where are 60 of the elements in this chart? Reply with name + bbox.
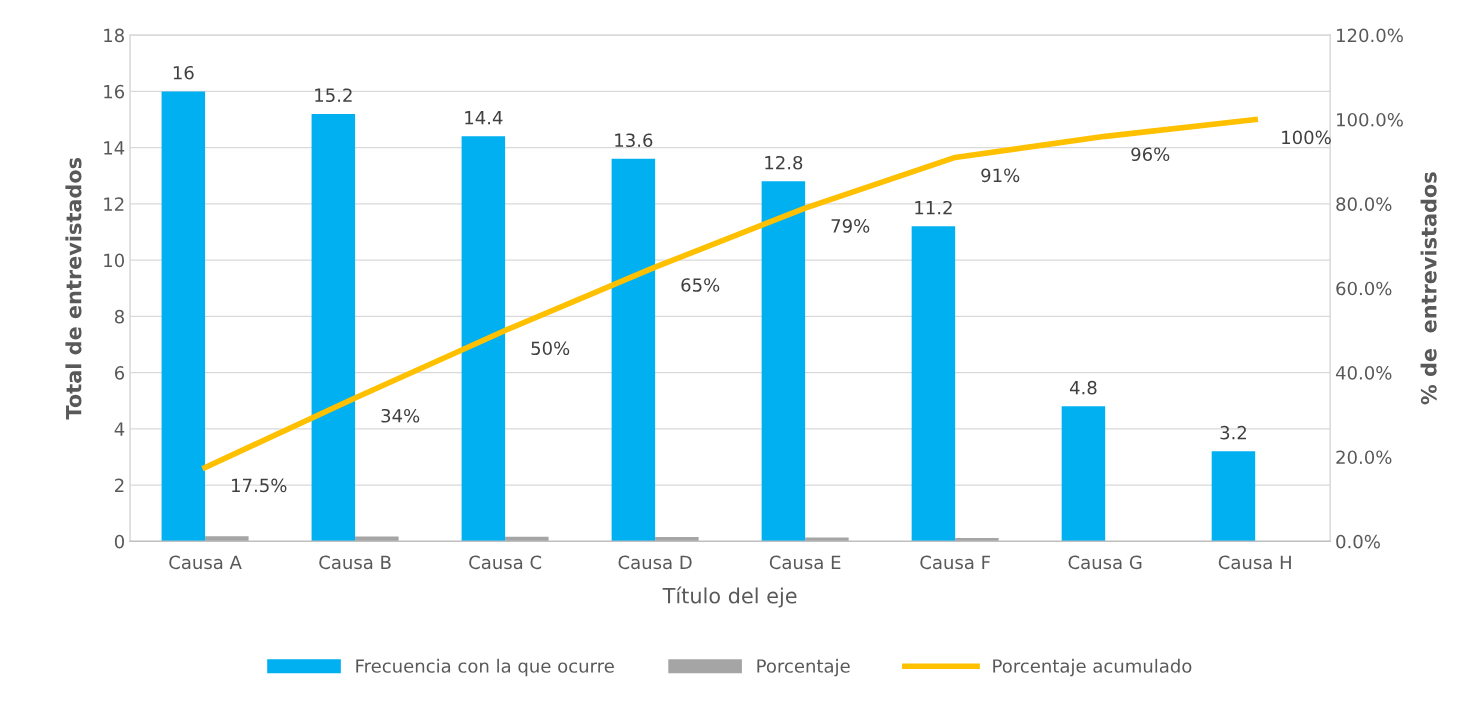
y-tick-label: 18 — [104, 28, 124, 43]
legend-label: Porcentaje — [757, 658, 850, 677]
data-label: 17.5% — [232, 478, 287, 493]
data-label: 15.2 — [315, 88, 352, 103]
x-tick-label: Causa C — [469, 555, 542, 570]
bar — [761, 181, 806, 542]
y-axis-title: Total de entrevistados — [65, 157, 82, 420]
data-label: 91% — [981, 168, 1020, 183]
y2-tick-label: 80.0% — [1336, 197, 1392, 211]
bar — [1061, 406, 1106, 542]
y-tick-label: 4 — [114, 422, 125, 436]
data-label: 14.4 — [465, 111, 503, 125]
y-tick-label: 2 — [115, 478, 124, 492]
y-tick-label: 10 — [104, 253, 124, 268]
data-label: 65% — [681, 278, 720, 292]
bar — [1211, 451, 1256, 542]
x-tick-label: Causa G — [1068, 555, 1142, 570]
y2-tick-label: 20.0% — [1336, 450, 1392, 465]
legend-label: Porcentaje acumulado — [993, 658, 1192, 677]
x-tick-label: Causa D — [618, 555, 692, 570]
y-tick-label: 14 — [104, 141, 125, 155]
y-tick-label: 16 — [104, 84, 125, 99]
bar — [955, 537, 999, 542]
y2-tick-label: 60.0% — [1336, 281, 1392, 296]
bar — [911, 226, 956, 542]
y-tick-label: 6 — [114, 366, 125, 380]
y2-tick-label: 100.0% — [1337, 112, 1403, 127]
data-label: 34% — [381, 408, 420, 423]
data-label: 50% — [531, 341, 570, 356]
data-label: 96% — [1131, 147, 1170, 162]
bar — [461, 136, 506, 542]
x-tick-label: Causa E — [769, 555, 841, 570]
bar — [161, 91, 206, 542]
legend-label: Frecuencia con la que ocurre — [356, 658, 614, 677]
y2-axis-title: % de entrevistados — [1420, 172, 1437, 405]
data-label: 3.2 — [1220, 425, 1246, 440]
data-label: 100% — [1282, 130, 1331, 145]
data-label: 13.6 — [615, 133, 653, 148]
y2-tick-label: 120.0% — [1337, 28, 1403, 43]
bar — [505, 536, 549, 542]
x-tick-label: Causa H — [1218, 555, 1291, 570]
x-tick-label: Causa F — [920, 555, 990, 570]
bar — [611, 158, 656, 542]
data-label: 16 — [173, 65, 194, 80]
bar — [311, 113, 356, 542]
bar — [805, 537, 849, 542]
bar — [655, 537, 699, 542]
data-label: 4.8 — [1069, 380, 1097, 395]
y-tick-label: 0 — [114, 534, 124, 549]
y-tick-label: 12 — [104, 197, 124, 211]
y2-tick-label: 40.0% — [1335, 366, 1392, 380]
data-label: 79% — [831, 219, 870, 233]
x-tick-label: Causa A — [169, 555, 242, 570]
data-label: 11.2 — [915, 200, 952, 215]
x-axis-title: Título del eje — [662, 586, 797, 608]
bar — [205, 536, 249, 542]
data-label: 12.8 — [765, 155, 803, 170]
y-tick-label: 8 — [114, 309, 124, 324]
y2-tick-label: 0.0% — [1336, 534, 1380, 549]
x-tick-label: Causa B — [319, 555, 391, 570]
